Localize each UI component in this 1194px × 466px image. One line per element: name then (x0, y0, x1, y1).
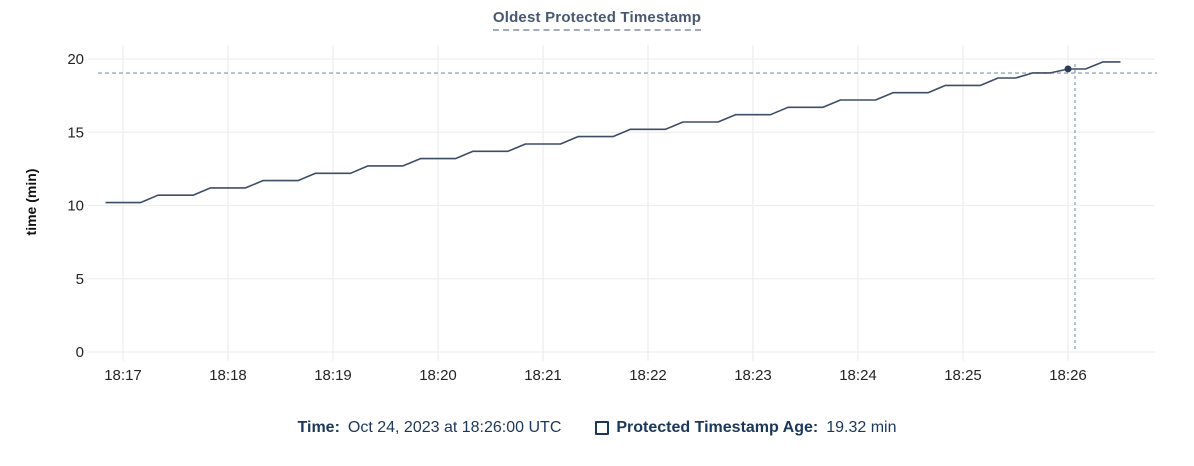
x-tick-label: 18:21 (524, 367, 562, 384)
y-tick-label: 10 (67, 198, 84, 215)
hover-point-marker (1064, 65, 1072, 73)
x-tick-label: 18:19 (314, 367, 352, 384)
x-tick-label: 18:24 (839, 367, 877, 384)
series-legend-label: Protected Timestamp Age: (616, 419, 819, 436)
plot-area[interactable]: 0 5 10 15 20 18:17 18:18 18:19 18:20 18:21 18:22 18… (0, 0, 1194, 400)
x-tick-label: 18:20 (419, 367, 457, 384)
hover-time-value: Oct 24, 2023 at 18:26:00 UTC (347, 419, 562, 436)
x-tick-label: 18:22 (629, 367, 667, 384)
series-legend-group: Protected Timestamp Age: 19.32 min (595, 419, 896, 437)
hover-time-label: Time: (297, 419, 340, 436)
y-tick-label: 20 (67, 51, 84, 68)
series-legend-value: 19.32 min (826, 419, 897, 436)
x-tick-label: 18:23 (734, 367, 772, 384)
chart-title-row: Oldest Protected Timestamp (0, 9, 1194, 31)
chart-title[interactable]: Oldest Protected Timestamp (492, 9, 702, 31)
hover-legend: Time: Oct 24, 2023 at 18:26:00 UTC Prote… (0, 419, 1194, 437)
y-tick-label: 15 (67, 124, 84, 141)
series-checkbox[interactable] (595, 421, 610, 435)
x-tick-label: 18:26 (1049, 367, 1087, 384)
x-tick-label: 18:18 (209, 367, 247, 384)
y-tick-label: 5 (76, 271, 84, 288)
x-tick-label: 18:25 (944, 367, 982, 384)
hover-time-group: Time: Oct 24, 2023 at 18:26:00 UTC (298, 419, 562, 437)
series-line (105, 61, 1121, 204)
y-tick-label: 0 (76, 344, 84, 361)
x-tick-label: 18:17 (104, 367, 142, 384)
